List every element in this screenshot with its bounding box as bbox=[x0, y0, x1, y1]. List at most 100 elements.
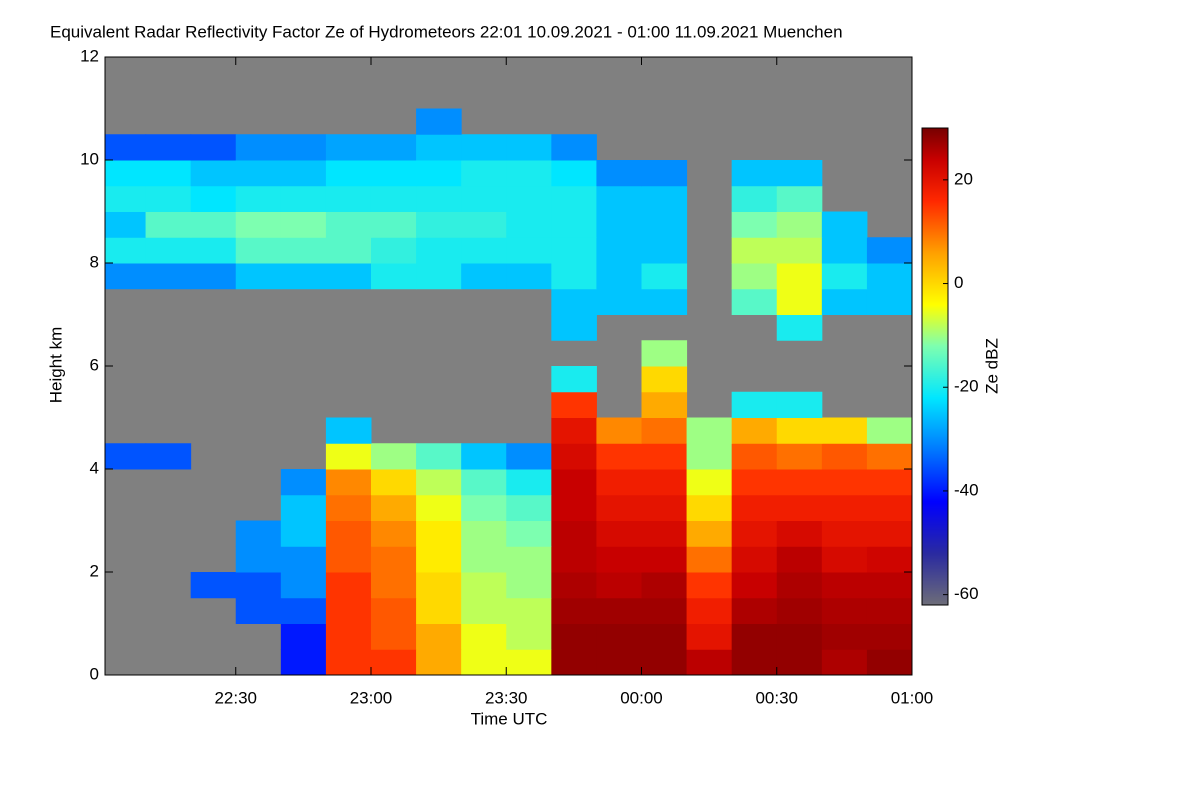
colorbar-strip bbox=[922, 379, 948, 381]
colorbar-strip bbox=[922, 184, 948, 186]
colorbar-strip bbox=[922, 333, 948, 335]
colorbar-strip bbox=[922, 425, 948, 427]
heatmap-cell bbox=[686, 443, 733, 470]
colorbar-strip bbox=[922, 385, 948, 387]
colorbar-strip bbox=[922, 185, 948, 187]
heatmap-cell bbox=[235, 520, 282, 547]
x-tick-label: 00:30 bbox=[755, 688, 798, 707]
heatmap-cell bbox=[776, 546, 823, 573]
colorbar-strip bbox=[922, 371, 948, 373]
heatmap-cell bbox=[731, 623, 778, 650]
x-tick-label: 01:00 bbox=[891, 688, 934, 707]
colorbar-strip bbox=[922, 516, 948, 518]
colorbar-strip bbox=[922, 236, 948, 238]
heatmap-cell bbox=[105, 263, 147, 290]
colorbar-strip bbox=[922, 558, 948, 560]
heatmap-cell bbox=[280, 623, 327, 650]
heatmap-cell bbox=[731, 185, 778, 212]
heatmap-cell bbox=[416, 597, 462, 624]
colorbar-strip bbox=[922, 156, 948, 158]
colorbar-strip bbox=[922, 598, 948, 600]
heatmap-cell bbox=[596, 469, 642, 496]
colorbar-strip bbox=[922, 518, 948, 520]
colorbar-strip bbox=[922, 531, 948, 533]
colorbar-strip bbox=[922, 521, 948, 523]
colorbar-strip bbox=[922, 291, 948, 293]
colorbar-strip bbox=[922, 172, 948, 174]
colorbar-strip bbox=[922, 239, 948, 241]
colorbar-strip bbox=[922, 468, 948, 470]
heatmap-cell bbox=[461, 160, 507, 187]
heatmap-cell bbox=[551, 288, 597, 315]
colorbar-strip bbox=[922, 564, 948, 566]
colorbar-strip bbox=[922, 571, 948, 573]
colorbar-strip bbox=[922, 428, 948, 430]
colorbar-strip bbox=[922, 201, 948, 203]
heatmap-cell bbox=[551, 597, 597, 624]
colorbar-strip bbox=[922, 577, 948, 579]
colorbar-strip bbox=[922, 592, 948, 594]
colorbar-strip bbox=[922, 378, 948, 380]
heatmap-cell bbox=[461, 263, 507, 290]
colorbar-strip bbox=[922, 583, 948, 585]
colorbar-strip bbox=[922, 526, 948, 528]
colorbar-strip bbox=[922, 297, 948, 299]
colorbar-strip bbox=[922, 489, 948, 491]
colorbar-strip bbox=[922, 335, 948, 337]
colorbar-strip bbox=[922, 374, 948, 376]
heatmap-cell bbox=[506, 211, 552, 238]
x-tick-label: 23:30 bbox=[485, 688, 528, 707]
colorbar-strip bbox=[922, 250, 948, 252]
heatmap-cell bbox=[190, 237, 237, 264]
colorbar-strip bbox=[922, 309, 948, 311]
colorbar-strip bbox=[922, 443, 948, 445]
heatmap-cell bbox=[551, 417, 597, 444]
heatmap-cell bbox=[506, 572, 552, 599]
heatmap-cell bbox=[506, 443, 552, 470]
heatmap-cell bbox=[506, 623, 552, 650]
colorbar-strip bbox=[922, 251, 948, 253]
colorbar-strip bbox=[922, 435, 948, 437]
heatmap-cell bbox=[731, 263, 778, 290]
heatmap-cell bbox=[686, 546, 733, 573]
colorbar-strip bbox=[922, 314, 948, 316]
colorbar-strip bbox=[922, 588, 948, 590]
colorbar-strip bbox=[922, 463, 948, 465]
colorbar-strip bbox=[922, 496, 948, 498]
colorbar-strip bbox=[922, 486, 948, 488]
colorbar-strip bbox=[922, 161, 948, 163]
colorbar-strip bbox=[922, 485, 948, 487]
colorbar-strip bbox=[922, 328, 948, 330]
colorbar-strip bbox=[922, 133, 948, 135]
heatmap-cell bbox=[866, 520, 912, 547]
colorbar-strip bbox=[922, 507, 948, 509]
colorbar-strip bbox=[922, 260, 948, 262]
colorbar-strip bbox=[922, 484, 948, 486]
colorbar-strip bbox=[922, 461, 948, 463]
x-tick-label: 22:30 bbox=[214, 688, 257, 707]
colorbar-strip bbox=[922, 288, 948, 290]
colorbar-strip bbox=[922, 276, 948, 278]
colorbar-strip bbox=[922, 157, 948, 159]
colorbar-strip bbox=[922, 528, 948, 530]
heatmap-cell bbox=[866, 572, 912, 599]
colorbar-strip bbox=[922, 360, 948, 362]
colorbar-strip bbox=[922, 520, 948, 522]
colorbar-strip bbox=[922, 170, 948, 172]
colorbar-strip bbox=[922, 497, 948, 499]
colorbar-strip bbox=[922, 519, 948, 521]
colorbar-strip bbox=[922, 381, 948, 383]
colorbar-strip bbox=[922, 286, 948, 288]
heatmap-cell bbox=[461, 520, 507, 547]
colorbar-strip bbox=[922, 368, 948, 370]
heatmap-cell bbox=[190, 134, 237, 161]
heatmap-cell bbox=[325, 263, 372, 290]
colorbar-strip bbox=[922, 539, 948, 541]
heatmap-cell bbox=[596, 288, 642, 315]
colorbar-strip bbox=[922, 194, 948, 196]
colorbar-strip bbox=[922, 390, 948, 392]
heatmap-cell bbox=[461, 546, 507, 573]
colorbar-strip bbox=[922, 181, 948, 183]
colorbar-strip bbox=[922, 504, 948, 506]
heatmap-cell bbox=[416, 546, 462, 573]
